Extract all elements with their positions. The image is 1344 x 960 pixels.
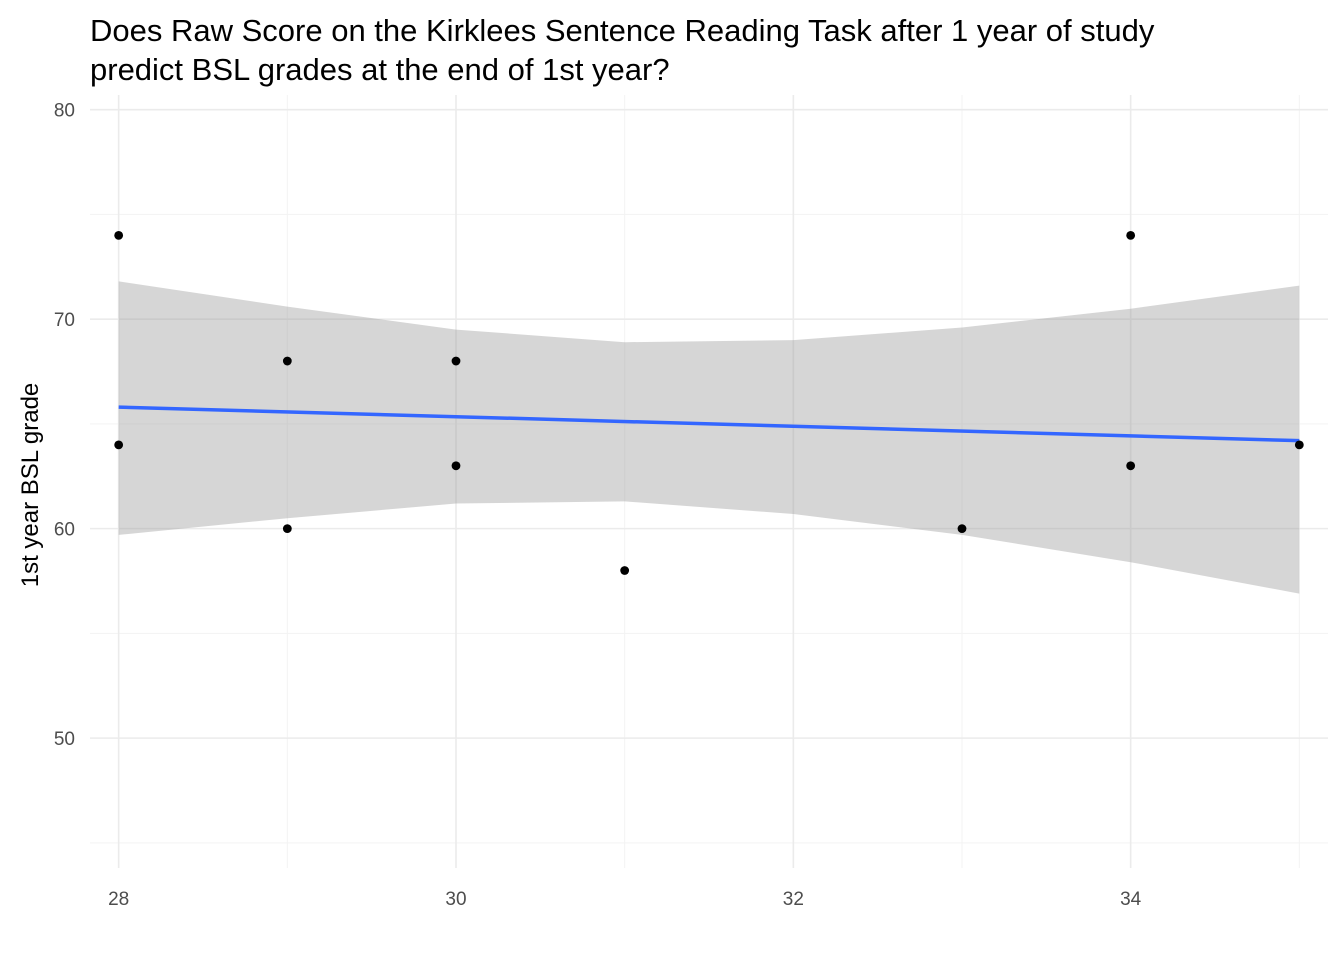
data-point	[957, 524, 967, 534]
chart-title-line-1: Does Raw Score on the Kirklees Sentence …	[90, 13, 1155, 48]
data-point	[1294, 440, 1304, 450]
confidence-band-layer	[118, 281, 1300, 594]
chart-grid	[90, 95, 1328, 868]
data-point	[282, 356, 292, 366]
y-tick-label: 50	[54, 729, 75, 750]
y-tick-label: 60	[54, 520, 75, 541]
x-axis-ticks: 28 30 32 34	[108, 889, 1142, 910]
confidence-band	[118, 281, 1300, 594]
data-point	[282, 524, 292, 534]
data-point	[451, 356, 461, 366]
data-point	[114, 440, 124, 450]
chart-title: Does Raw Score on the Kirklees Sentence …	[90, 13, 1155, 87]
data-point	[620, 566, 630, 575]
y-axis-title: 1st year BSL grade	[17, 383, 44, 588]
trend-line-layer	[118, 405, 1300, 443]
y-axis-ticks: 50 60 70 80	[54, 101, 75, 750]
y-tick-label: 70	[54, 310, 75, 331]
y-tick-label: 80	[54, 101, 75, 122]
x-tick-label: 34	[1120, 889, 1142, 910]
data-point	[451, 461, 461, 471]
chart-title-line-2: predict BSL grades at the end of 1st yea…	[90, 52, 670, 87]
data-point	[114, 230, 124, 240]
x-tick-label: 28	[108, 889, 129, 910]
points-layer	[114, 230, 1304, 575]
x-tick-label: 32	[783, 889, 804, 910]
x-tick-label: 30	[445, 889, 466, 910]
data-point	[1126, 230, 1136, 240]
data-point	[1126, 461, 1136, 471]
trend-line	[118, 405, 1300, 443]
